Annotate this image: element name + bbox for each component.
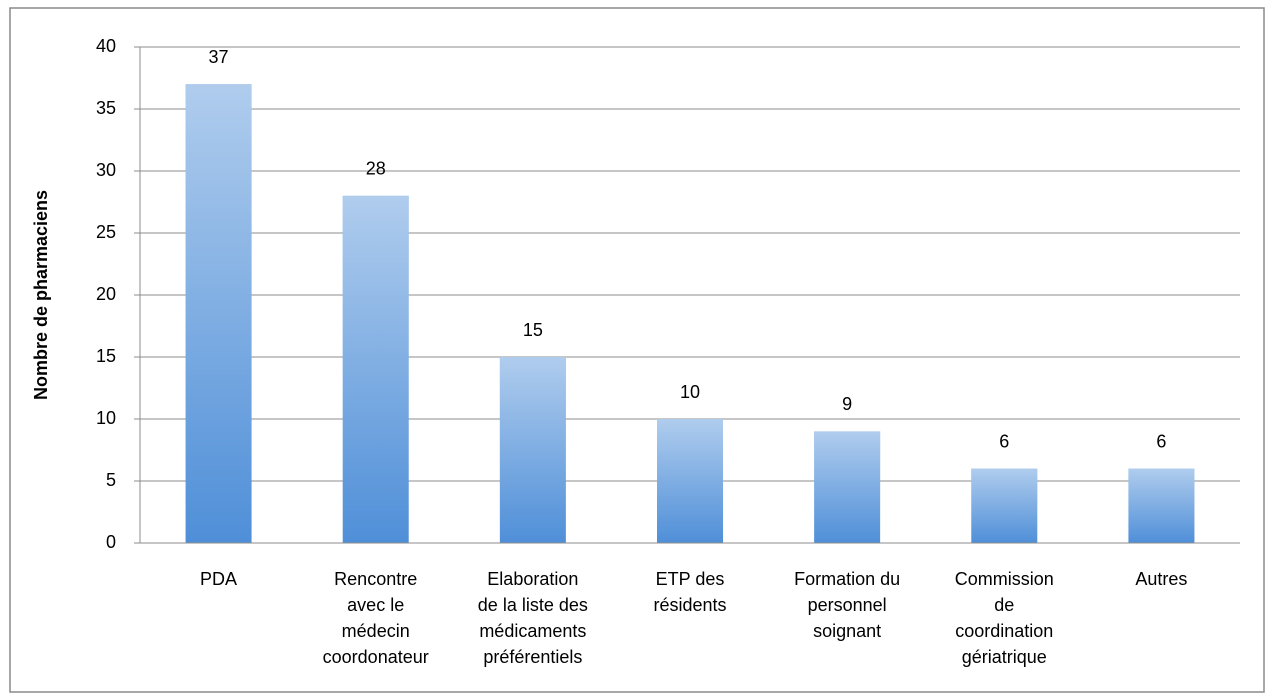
x-tick-label: PDA <box>200 569 238 589</box>
bar-shine <box>814 431 881 543</box>
y-tick-label: 25 <box>96 222 116 242</box>
x-tick-label: Commission de coordination gériatrique <box>954 569 1054 667</box>
bar-shine <box>971 468 1038 543</box>
bar-shine <box>499 357 566 543</box>
y-tick-label: 10 <box>96 408 116 428</box>
value-label: 15 <box>523 320 543 340</box>
y-tick-label: 30 <box>96 160 116 180</box>
value-label: 28 <box>366 159 386 179</box>
bar-shine <box>657 419 723 543</box>
x-tick-label: Autres <box>1135 569 1188 589</box>
value-label: 6 <box>1156 431 1166 451</box>
x-tick-label: Rencontre avec le médecin coordonateur <box>322 569 429 667</box>
x-tick-label: Elaboration de la liste des médicaments … <box>477 569 588 667</box>
bar-shine <box>185 84 252 543</box>
x-tick-label: Formation du personnel soignant <box>794 569 901 641</box>
y-tick-label: 40 <box>96 36 116 56</box>
y-tick-label: 15 <box>96 346 116 366</box>
y-tick-label: 5 <box>106 470 116 490</box>
bar-shine <box>342 195 409 544</box>
y-tick-label: 20 <box>96 284 116 304</box>
bar-shine <box>1128 468 1195 543</box>
y-axis-label: Nombre de pharmaciens <box>31 190 51 400</box>
value-label: 10 <box>680 382 700 402</box>
value-label: 37 <box>209 47 229 67</box>
value-label: 6 <box>999 431 1009 451</box>
y-tick-label: 35 <box>96 98 116 118</box>
frame <box>9 7 1265 693</box>
x-tick-label: ETP des résidents <box>653 569 727 615</box>
value-label: 9 <box>842 394 852 414</box>
y-tick-label: 0 <box>106 532 116 552</box>
